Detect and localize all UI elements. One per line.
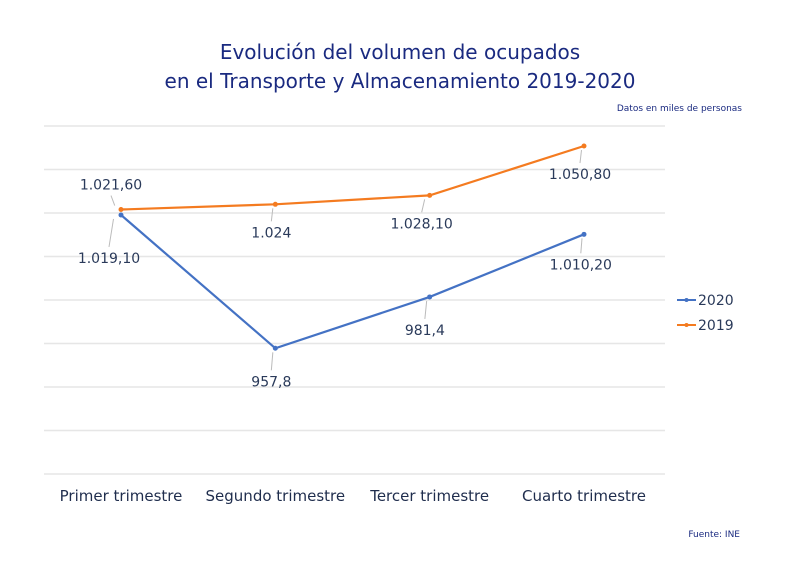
series-line-2019 — [120, 144, 585, 211]
series-line-2020 — [120, 214, 585, 350]
x-tick-label: Cuarto trimestre — [522, 487, 646, 505]
leader-line — [424, 300, 428, 320]
leader-line — [270, 208, 274, 222]
data-label-2020: 1.019,10 — [78, 251, 140, 267]
data-label-2019: 1.024 — [251, 225, 291, 241]
x-tick-label: Primer trimestre — [60, 487, 183, 505]
chart-title-line1: Evolución del volumen de ocupados — [219, 40, 581, 64]
x-tick-label: Segundo trimestre — [206, 487, 346, 505]
chart-title-line2: en el Transporte y Almacenamiento 2019-2… — [164, 69, 636, 93]
leader-line — [270, 352, 274, 371]
data-point-2020 — [272, 345, 278, 351]
data-point-2020 — [581, 231, 587, 237]
data-point-2019 — [581, 143, 587, 149]
leader-line — [421, 199, 426, 213]
data-label-2019: 1.050,80 — [549, 167, 611, 183]
leader-line — [108, 218, 114, 248]
leader-line — [579, 149, 582, 164]
data-label-2020: 957,8 — [251, 374, 291, 390]
data-point-2019 — [118, 207, 124, 213]
data-point-2020 — [118, 212, 124, 218]
legend-label-2019: 2019 — [698, 318, 734, 334]
x-tick-label: Tercer trimestre — [369, 487, 489, 505]
data-label-2020: 981,4 — [405, 323, 445, 339]
data-point-2019 — [427, 192, 433, 198]
source-note: Fuente: INE — [688, 530, 740, 540]
legend-marker-2019 — [684, 323, 689, 327]
data-label-2019: 1.028,10 — [390, 216, 452, 232]
legend-label-2020: 2020 — [698, 293, 734, 309]
legend-marker-2020 — [684, 298, 689, 302]
leader-line — [110, 195, 116, 206]
data-point-2019 — [272, 201, 278, 207]
chart-title: Evolución del volumen de ocupados en el … — [0, 38, 800, 96]
data-label-2019: 1.021,60 — [80, 178, 142, 194]
data-label-2020: 1.010,20 — [550, 257, 612, 273]
leader-line — [580, 238, 583, 254]
data-point-2020 — [427, 294, 433, 300]
units-note: Datos en miles de personas — [616, 104, 742, 114]
